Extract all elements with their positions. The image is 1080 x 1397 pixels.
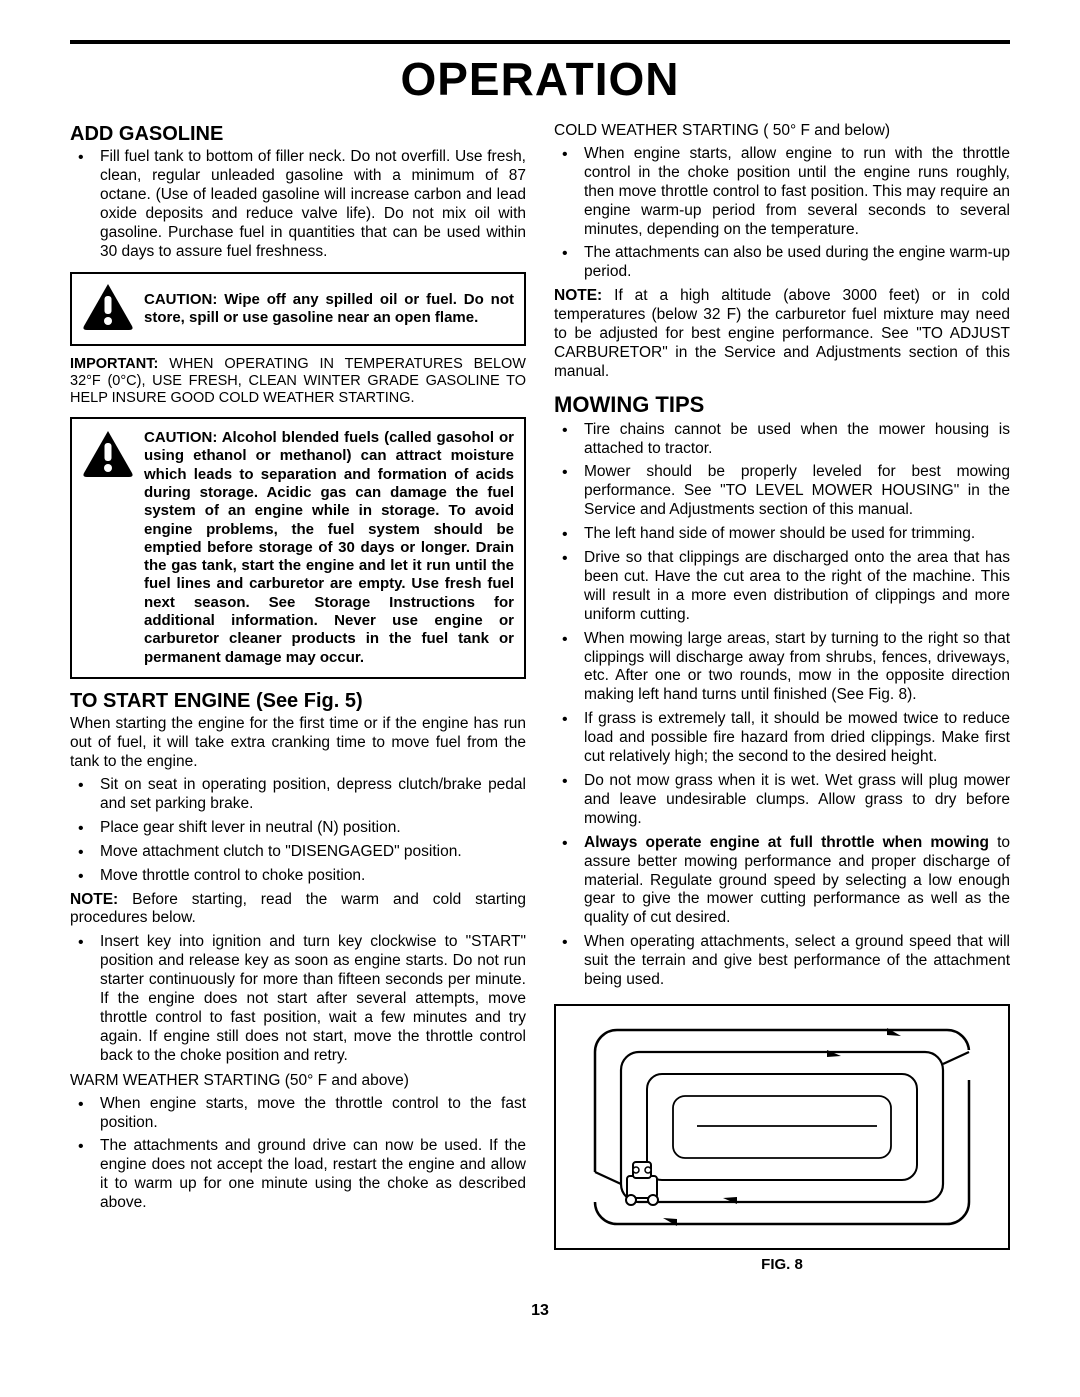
list-item: The left hand side of mower should be us… (554, 525, 1010, 544)
note-body: Before starting, read the warm and cold … (70, 891, 526, 927)
list-item: Insert key into ignition and turn key cl… (70, 933, 526, 1065)
cold-weather-list: When engine starts, allow engine to run … (554, 145, 1010, 282)
warning-icon (82, 282, 134, 336)
note-before-starting: NOTE: Before starting, read the warm and… (70, 891, 526, 929)
caution-box-1: CAUTION: Wipe off any spilled oil or fue… (70, 272, 526, 346)
list-item: When engine starts, move the throttle co… (70, 1095, 526, 1133)
left-column: ADD GASOLINE Fill fuel tank to bottom of… (70, 116, 526, 1274)
start-intro: When starting the engine for the first t… (70, 715, 526, 772)
list-item: Place gear shift lever in neutral (N) po… (70, 819, 526, 838)
note-altitude: NOTE: If at a high altitude (above 3000 … (554, 287, 1010, 382)
list-item: When mowing large areas, start by turnin… (554, 630, 1010, 706)
start-steps-list: Sit on seat in operating position, depre… (70, 776, 526, 886)
list-item: If grass is extremely tall, it should be… (554, 710, 1010, 767)
list-item: Tire chains cannot be used when the mowe… (554, 421, 1010, 459)
list-item: Do not mow grass when it is wet. Wet gra… (554, 772, 1010, 829)
content-columns: ADD GASOLINE Fill fuel tank to bottom of… (70, 116, 1010, 1274)
important-label: IMPORTANT: (70, 356, 158, 372)
gasoline-bullet: Fill fuel tank to bottom of filler neck.… (70, 148, 526, 261)
note-label: NOTE: (554, 287, 602, 304)
cold-weather-heading: COLD WEATHER STARTING ( 50° F and below) (554, 122, 1010, 141)
list-item: Move throttle control to choke position. (70, 867, 526, 886)
warm-weather-heading: WARM WEATHER STARTING (50° F and above) (70, 1072, 526, 1091)
right-column: COLD WEATHER STARTING ( 50° F and below)… (554, 116, 1010, 1274)
figure-8-box (554, 1004, 1010, 1250)
mowing-pattern-diagram (587, 1022, 977, 1232)
warm-weather-list: When engine starts, move the throttle co… (70, 1095, 526, 1213)
list-item: The attachments and ground drive can now… (70, 1137, 526, 1213)
caution-box-2: CAUTION: Alcohol blended fuels (called g… (70, 417, 526, 679)
heading-mowing-tips: MOWING TIPS (554, 392, 1010, 419)
mowing-tips-list: Tire chains cannot be used when the mowe… (554, 421, 1010, 990)
page-title: OPERATION (70, 52, 1010, 106)
list-item: Always operate engine at full throttle w… (554, 834, 1010, 929)
list-item: The attachments can also be used during … (554, 244, 1010, 282)
ignition-list: Insert key into ignition and turn key cl… (70, 933, 526, 1065)
note-body: If at a high altitude (above 3000 feet) … (554, 287, 1010, 380)
list-item: Mower should be properly leveled for bes… (554, 463, 1010, 520)
heading-start-engine: TO START ENGINE (See Fig. 5) (70, 689, 526, 713)
caution-1-text: CAUTION: Wipe off any spilled oil or fue… (144, 291, 514, 327)
list-item: Move attachment clutch to "DISENGAGED" p… (70, 843, 526, 862)
page-number: 13 (70, 1302, 1010, 1320)
list-item: When operating attachments, select a gro… (554, 933, 1010, 990)
top-rule (70, 40, 1010, 44)
note-label: NOTE: (70, 891, 118, 908)
caution-2-text: CAUTION: Alcohol blended fuels (called g… (144, 429, 514, 667)
figure-8-caption: FIG. 8 (554, 1256, 1010, 1274)
list-item: When engine starts, allow engine to run … (554, 145, 1010, 240)
warning-icon (82, 429, 134, 483)
important-note: IMPORTANT: WHEN OPERATING IN TEMPERATURE… (70, 356, 526, 407)
bold-lead: Always operate engine at full throttle w… (584, 834, 989, 851)
gasoline-list: Fill fuel tank to bottom of filler neck.… (70, 148, 526, 261)
list-item: Sit on seat in operating position, depre… (70, 776, 526, 814)
heading-add-gasoline: ADD GASOLINE (70, 122, 526, 146)
list-item: Drive so that clippings are discharged o… (554, 549, 1010, 625)
